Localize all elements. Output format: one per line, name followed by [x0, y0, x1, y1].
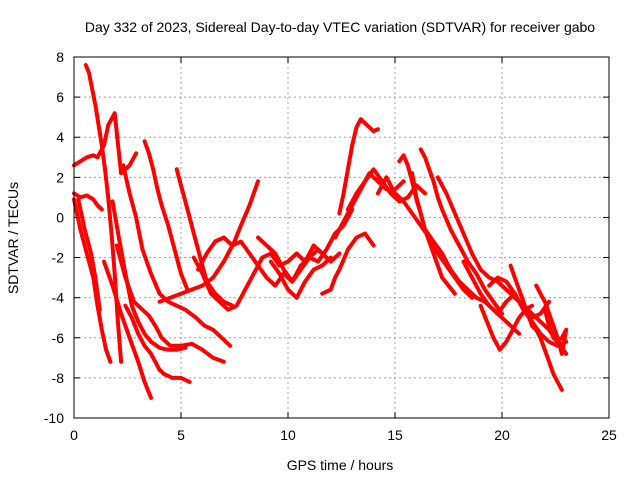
data-series-s13: [157, 179, 260, 304]
x-axis-label: GPS time / hours: [287, 457, 394, 473]
y-tick-label: 2: [56, 169, 64, 185]
chart-title: Day 332 of 2023, Sidereal Day-to-day VTE…: [85, 19, 595, 35]
axis-ticks: 0 5 10 15 20 25 -10 -8 -6 -4 -2 0 2 4 6 8: [44, 49, 617, 443]
y-axis-label: SDTVAR / TECUs: [5, 182, 21, 294]
x-tick-label: 20: [494, 427, 510, 443]
data-series-s21: [345, 167, 427, 212]
y-tick-label: -8: [52, 370, 65, 386]
x-tick-label: 0: [70, 427, 78, 443]
data-series-s31: [534, 283, 569, 356]
data-series-s15: [196, 207, 355, 288]
data-series-s5: [76, 197, 102, 312]
data-series-s26: [435, 175, 569, 356]
y-tick-label: 8: [56, 49, 64, 65]
x-tick-label: 25: [601, 427, 617, 443]
x-tick-label: 10: [280, 427, 296, 443]
data-series-s17: [268, 255, 333, 300]
grid: [74, 57, 609, 418]
data-series-s9: [123, 303, 192, 384]
data-series-s3: [72, 191, 104, 212]
data-series-s7: [110, 199, 188, 352]
data-series-s29: [487, 275, 552, 320]
data-series-s11: [142, 139, 190, 292]
y-tick-label: 6: [56, 89, 64, 105]
y-tick-label: 4: [56, 129, 64, 145]
data-series-s16: [256, 235, 329, 284]
data-series-s32: [542, 307, 569, 344]
data-series-s6: [102, 259, 153, 400]
y-tick-label: -6: [52, 330, 65, 346]
y-tick-label: 0: [56, 209, 64, 225]
data-series-s10: [121, 163, 233, 348]
y-tick-label: -4: [52, 290, 65, 306]
data-series-s1: [83, 63, 124, 364]
y-tick-label: -10: [44, 410, 64, 426]
data-series-s12: [174, 167, 235, 308]
data-series-group: [72, 63, 569, 400]
data-series-s18: [320, 231, 376, 296]
y-tick-label: -2: [52, 250, 65, 266]
x-tick-label: 5: [177, 427, 185, 443]
plot-frame: [73, 56, 610, 419]
data-series-s30: [508, 263, 564, 392]
data-series-s8: [114, 243, 226, 364]
data-series-s25: [418, 147, 504, 316]
data-series-s14: [191, 243, 342, 312]
x-tick-label: 15: [387, 427, 403, 443]
data-series-s19: [337, 117, 380, 216]
